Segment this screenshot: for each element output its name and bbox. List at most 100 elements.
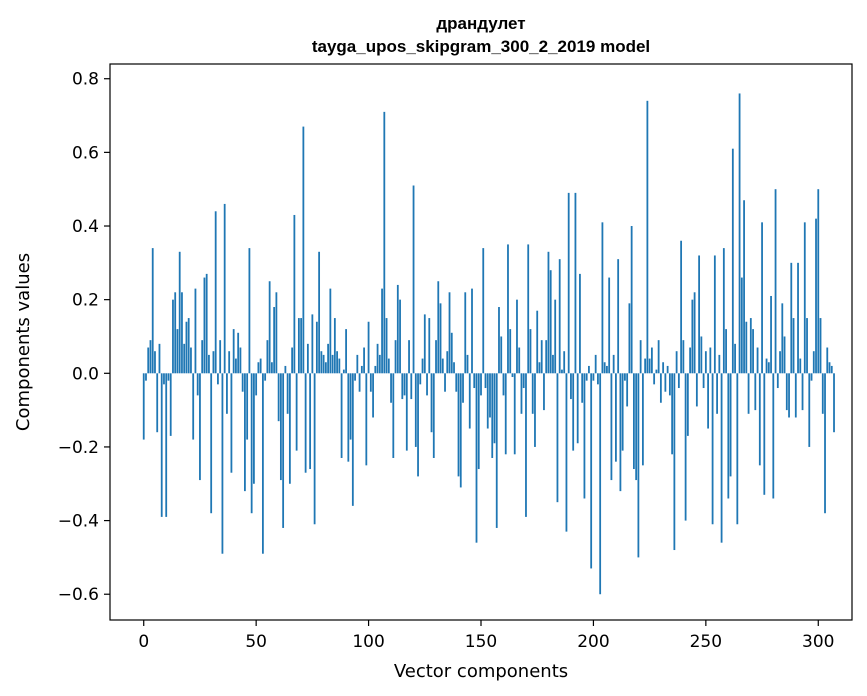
bar xyxy=(635,373,638,481)
bar xyxy=(275,292,278,374)
bar xyxy=(372,373,374,418)
bar xyxy=(659,373,662,403)
bar xyxy=(525,373,527,517)
bar xyxy=(518,347,521,374)
bar xyxy=(606,365,608,374)
bar xyxy=(579,273,581,374)
bar xyxy=(779,351,781,374)
bar xyxy=(358,373,361,392)
bar xyxy=(306,343,309,374)
bar xyxy=(142,373,145,440)
bar xyxy=(410,373,413,400)
bar xyxy=(297,318,300,374)
bar xyxy=(610,373,613,481)
bar xyxy=(174,292,177,374)
bar xyxy=(797,262,799,374)
bar xyxy=(576,373,579,444)
bar xyxy=(423,314,426,374)
bar xyxy=(621,373,624,451)
bar xyxy=(387,358,390,374)
bar xyxy=(520,373,523,414)
bar xyxy=(230,373,233,473)
y-axis-ticks: −0.6 −0.4 −0.2 0.0 0.2 0.4 0.6 0.8 xyxy=(58,70,110,605)
bar xyxy=(324,362,327,374)
bar xyxy=(480,373,482,396)
bar xyxy=(212,351,215,374)
bar xyxy=(318,251,321,374)
bar xyxy=(244,373,246,492)
bar xyxy=(367,321,370,374)
bar xyxy=(154,351,156,374)
bar xyxy=(320,351,323,374)
bar xyxy=(534,373,536,447)
bar xyxy=(716,373,718,414)
bar xyxy=(502,373,505,396)
bar xyxy=(223,203,226,374)
bar xyxy=(540,340,543,374)
bar xyxy=(702,373,705,389)
bar xyxy=(743,200,745,374)
bar xyxy=(163,373,165,385)
bar xyxy=(806,318,808,374)
bar xyxy=(662,362,665,374)
bar xyxy=(572,373,575,451)
x-tick-label: 300 xyxy=(802,632,834,652)
bar xyxy=(309,373,312,470)
bars-group xyxy=(142,93,835,595)
bar xyxy=(729,373,732,477)
bar xyxy=(632,373,635,470)
bar xyxy=(583,373,586,499)
bar xyxy=(752,329,754,374)
bar xyxy=(799,358,802,374)
x-tick-label: 150 xyxy=(465,632,497,652)
bar xyxy=(531,373,534,414)
bar xyxy=(241,373,244,392)
bar xyxy=(801,373,804,411)
bar xyxy=(333,318,336,374)
bar xyxy=(354,373,356,381)
bar xyxy=(217,373,219,385)
bar xyxy=(311,314,314,374)
bar xyxy=(221,373,224,554)
bar xyxy=(219,340,222,374)
bar xyxy=(338,358,341,374)
y-tick-label: 0.8 xyxy=(72,70,99,90)
bar xyxy=(201,340,204,374)
bar xyxy=(444,373,446,392)
bar xyxy=(158,343,161,374)
bar xyxy=(273,307,276,374)
bar xyxy=(327,343,330,374)
y-tick-label: 0.2 xyxy=(72,291,99,311)
bar xyxy=(489,373,491,418)
bar xyxy=(151,248,154,374)
bar xyxy=(783,336,786,374)
bar xyxy=(713,255,716,374)
bar xyxy=(545,340,548,374)
bar xyxy=(529,329,532,374)
bar xyxy=(374,365,377,374)
bar xyxy=(226,373,228,414)
bar xyxy=(421,358,424,374)
bar xyxy=(455,373,458,392)
bar xyxy=(282,373,285,528)
bar xyxy=(167,373,170,381)
bar xyxy=(689,347,692,374)
bar xyxy=(707,373,709,429)
bar xyxy=(565,373,568,532)
bar xyxy=(336,351,338,374)
bar xyxy=(147,347,150,374)
bar xyxy=(588,365,590,374)
bar xyxy=(765,358,768,374)
bar xyxy=(556,373,559,503)
bar xyxy=(432,373,435,458)
bar xyxy=(754,373,757,411)
x-tick-label: 50 xyxy=(245,632,267,652)
y-tick-label: −0.2 xyxy=(58,438,99,458)
bar xyxy=(619,373,622,492)
bar xyxy=(504,373,507,455)
bar xyxy=(828,362,831,374)
bar xyxy=(169,373,172,436)
bar xyxy=(259,358,262,374)
y-tick-label: −0.6 xyxy=(58,585,99,605)
